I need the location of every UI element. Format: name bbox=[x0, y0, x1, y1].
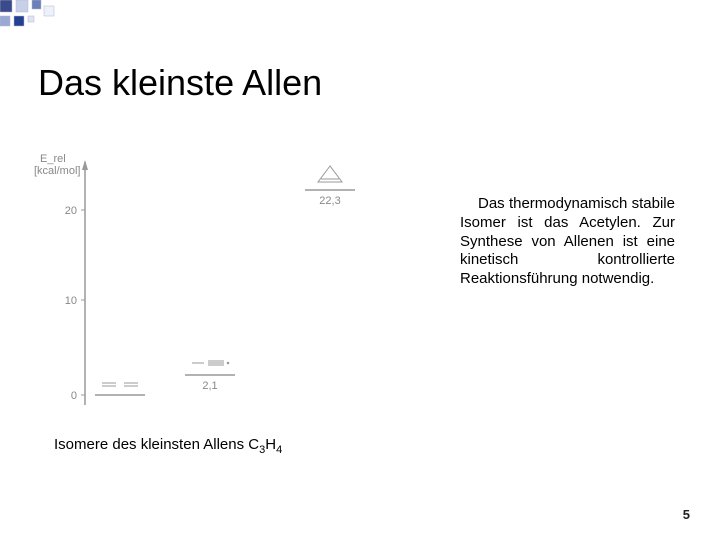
energy-diagram: E_rel[kcal/mol] 20 10 0 2,1 22,3 bbox=[30, 150, 360, 430]
svg-text:0: 0 bbox=[71, 390, 77, 402]
caption-prefix: Isomere des kleinsten Allens C bbox=[54, 436, 259, 453]
svg-text:E_rel: E_rel bbox=[40, 153, 66, 165]
svg-text:[kcal/mol]: [kcal/mol] bbox=[34, 165, 80, 177]
body-text: Das thermodynamisch stabile Isomer ist d… bbox=[460, 195, 675, 289]
page-number: 5 bbox=[683, 507, 690, 522]
paragraph-text: Das thermodynamisch stabile Isomer ist d… bbox=[460, 195, 675, 287]
caption-sub2: 4 bbox=[276, 444, 282, 456]
caption-mid: H bbox=[265, 436, 276, 453]
figure-caption: Isomere des kleinsten Allens C3H4 bbox=[54, 436, 282, 456]
svg-text:20: 20 bbox=[65, 205, 77, 217]
slide-corner-decor bbox=[0, 0, 720, 30]
svg-text:10: 10 bbox=[65, 295, 77, 307]
slide-title: Das kleinste Allen bbox=[38, 62, 322, 104]
svg-text:22,3: 22,3 bbox=[319, 195, 340, 207]
svg-text:2,1: 2,1 bbox=[202, 380, 217, 392]
